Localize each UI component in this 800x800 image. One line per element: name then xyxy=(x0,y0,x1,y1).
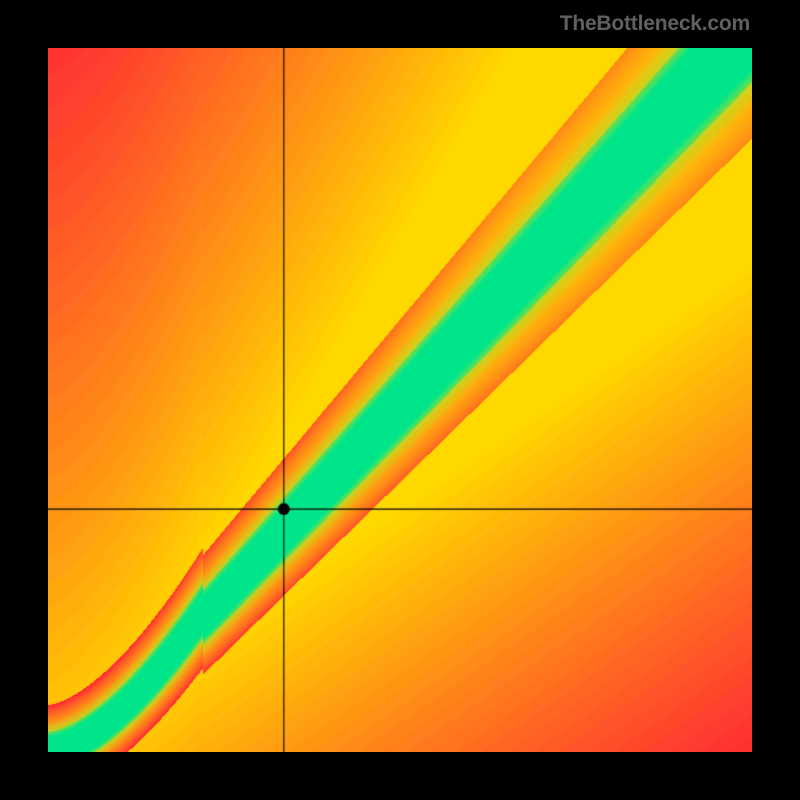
watermark-text: TheBottleneck.com xyxy=(560,12,750,36)
chart-frame: TheBottleneck.com xyxy=(0,0,800,800)
heatmap-canvas xyxy=(48,48,752,752)
heatmap-plot xyxy=(48,48,752,752)
